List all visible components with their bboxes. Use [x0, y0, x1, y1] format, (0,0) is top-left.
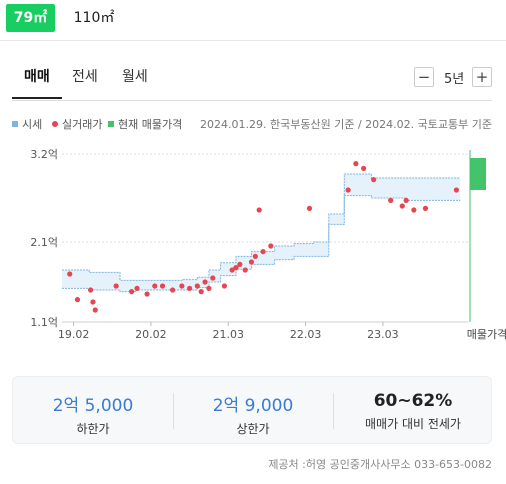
actual-price-point [144, 291, 150, 297]
actual-price-point [202, 279, 208, 285]
actual-price-point [453, 187, 459, 193]
summary-ratio: 60~62% 매매가 대비 전세가 [333, 377, 493, 445]
legend-current-label: 현재 매물가격 [118, 118, 183, 131]
area-tabs: 79㎡ 110㎡ [0, 0, 506, 41]
summary-low-value: 2억 5,000 [52, 396, 134, 416]
actual-price-point [248, 259, 255, 265]
legend-market-label: 시세 [22, 118, 43, 131]
actual-price-point [129, 289, 135, 295]
active-tab-underline [12, 97, 62, 99]
actual-price-point [194, 283, 200, 289]
actual-price-point [169, 287, 176, 293]
actual-price-point [361, 165, 367, 171]
actual-price-point [411, 207, 417, 213]
actual-price-point [229, 267, 235, 273]
actual-price-point [210, 275, 216, 281]
actual-price-point [134, 285, 140, 291]
actual-price-point [371, 177, 377, 183]
current-listing-range [470, 158, 486, 190]
actual-price-point [179, 283, 185, 289]
actual-price-point [92, 307, 98, 313]
actual-price-point [88, 287, 94, 293]
market-price-band [62, 174, 461, 292]
actual-price-point [152, 283, 158, 289]
summary-high-label: 상한가 [236, 422, 270, 436]
summary-low-label: 하한가 [76, 422, 110, 436]
data-source-note: 2024.01.29. 한국부동산원 기준 / 2024.02. 국토교통부 기… [200, 118, 492, 131]
x-tick-label: 22.03 [290, 328, 322, 341]
actual-price-point [256, 207, 262, 213]
trade-type-tabs: 매매 전세 월세 − 5년 + [12, 60, 492, 101]
summary-ratio-label: 매매가 대비 전세가 [365, 417, 461, 431]
area-tab-79[interactable]: 79㎡ [6, 4, 55, 32]
actual-price-point [233, 265, 239, 271]
legend-current: 현재 매물가격 [108, 116, 182, 132]
y-tick-label: 3.2억 [30, 148, 58, 161]
tab-monthly-rent[interactable]: 월세 [122, 69, 148, 85]
actual-price-point [306, 205, 313, 211]
actual-price-point [221, 283, 227, 289]
x-tick-label: 20.02 [135, 328, 167, 341]
dot-icon [52, 121, 58, 127]
actual-price-point [388, 197, 394, 203]
summary-high-value: 2억 9,000 [212, 396, 294, 416]
summary-low: 2억 5,000 하한가 [13, 377, 173, 445]
provider-info: 제공처 :허영 공인중개사사무소 033-653-0082 [268, 458, 492, 471]
actual-price-point [399, 203, 405, 209]
legend-market: 시세 [12, 116, 42, 132]
actual-price-point [252, 253, 258, 259]
actual-price-point [260, 249, 266, 255]
actual-price-point [403, 197, 409, 203]
x-tick-label: 23.03 [367, 328, 399, 341]
actual-price-point [90, 299, 96, 305]
actual-price-point [345, 187, 351, 193]
x-tick-label: 19.02 [58, 328, 90, 341]
actual-price-point [206, 285, 212, 291]
current-listing-label: 매물가격 [467, 328, 506, 341]
divider [173, 393, 174, 429]
actual-price-point [268, 243, 274, 249]
market-price-lower [62, 195, 461, 293]
actual-price-point [187, 285, 193, 291]
x-tick-label: 21.03 [213, 328, 245, 341]
divider [333, 393, 334, 429]
period-decrease-button[interactable]: − [414, 67, 434, 87]
period-label: 5년 [444, 72, 465, 87]
actual-price-point [198, 289, 204, 295]
legend-actual-label: 실거래가 [62, 118, 103, 131]
legend-actual: 실거래가 [52, 116, 102, 132]
actual-price-point [113, 283, 119, 289]
actual-price-point [67, 271, 73, 277]
y-tick-label: 1.1억 [30, 316, 58, 329]
summary-ratio-value: 60~62% [373, 391, 453, 411]
actual-price-point [422, 205, 429, 211]
tab-sale[interactable]: 매매 [24, 69, 50, 85]
summary-high: 2억 9,000 상한가 [173, 377, 333, 445]
price-summary: 2억 5,000 하한가 2억 9,000 상한가 60~62% 매매가 대비 … [12, 376, 492, 444]
actual-price-point [237, 261, 243, 267]
actual-price-point [242, 267, 248, 273]
actual-price-point [74, 297, 81, 303]
square-icon [108, 121, 114, 127]
actual-price-point [159, 283, 166, 289]
period-increase-button[interactable]: + [472, 67, 492, 87]
square-icon [12, 121, 18, 127]
area-tab-110[interactable]: 110㎡ [73, 10, 115, 26]
tab-jeonse[interactable]: 전세 [72, 69, 98, 85]
y-tick-label: 2.1억 [30, 236, 58, 249]
market-price-upper [62, 173, 461, 281]
actual-price-point [353, 161, 359, 167]
